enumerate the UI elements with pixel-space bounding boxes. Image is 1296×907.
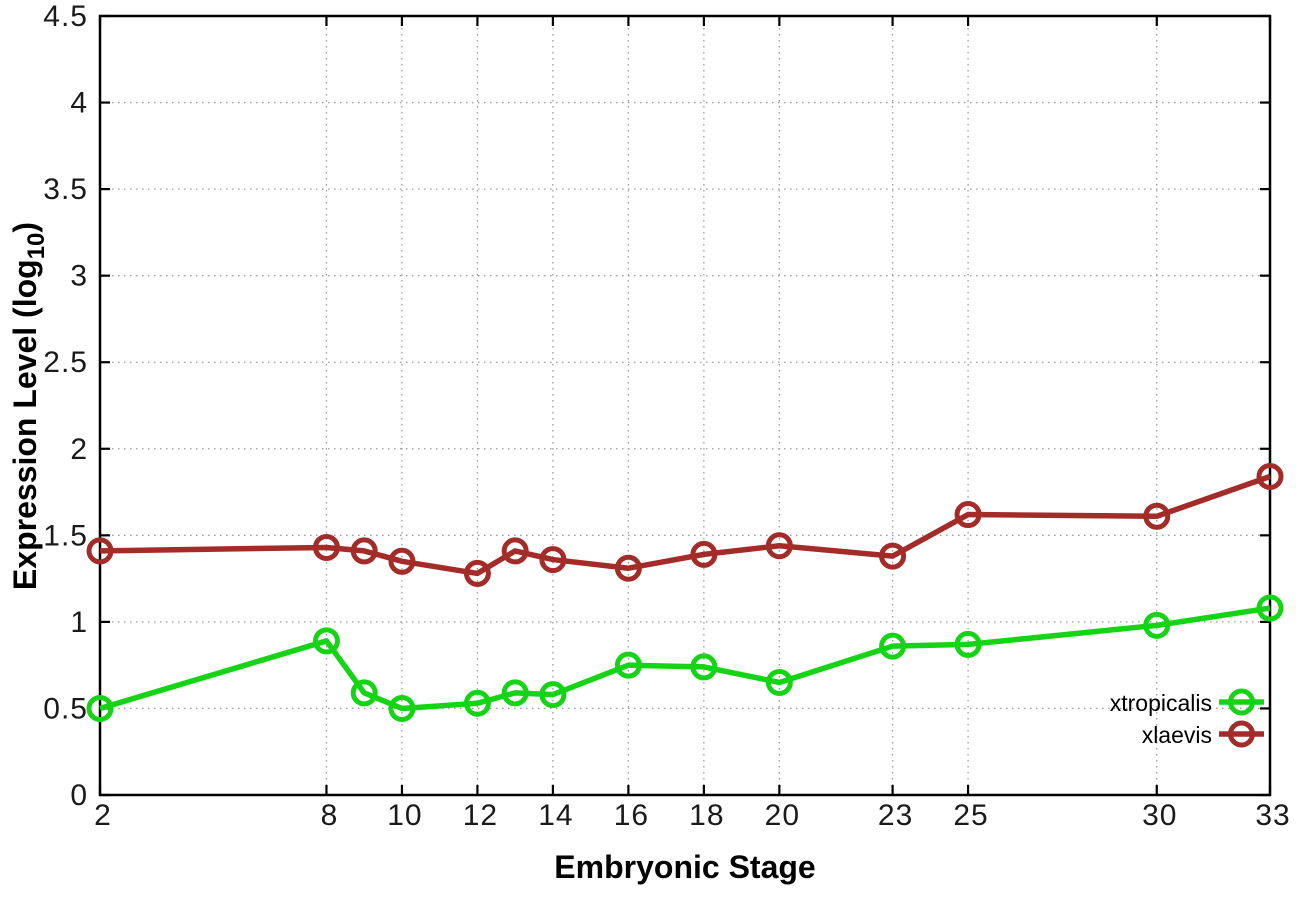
data-point-xtropicalis (1256, 594, 1284, 622)
data-point-xtropicalis (388, 694, 416, 722)
data-point-xtropicalis (350, 679, 378, 707)
x-tick-label: 12 (463, 799, 498, 832)
data-point-xtropicalis (765, 668, 793, 696)
data-point-xtropicalis (539, 681, 567, 709)
y-tick-label: 0.5 (43, 692, 88, 725)
y-tick-label: 2 (70, 433, 88, 466)
series-line-xlaevis (99, 473, 1271, 577)
data-point-xlaevis (954, 501, 982, 529)
y-tick-label: 1.5 (43, 519, 88, 552)
legend-layer: xtropicalis xlaevis (1110, 688, 1264, 748)
data-point-xlaevis (312, 533, 340, 561)
x-tick-label: 18 (689, 799, 724, 832)
tick-layer: 2 8 10 12 14 16 18 20 23 25 30 33 0 0.5 1 1.5 2 2.5 3 3.5 4 4… (43, 0, 1290, 832)
x-tick-label: 25 (953, 799, 988, 832)
data-point-xlaevis (1256, 462, 1284, 490)
data-point-xlaevis (539, 546, 567, 574)
plot-border (98, 14, 1272, 797)
y-tick-label: 4.5 (43, 0, 88, 33)
data-point-xtropicalis (86, 694, 114, 722)
grid-layer (99, 15, 1271, 796)
data-point-xlaevis (765, 532, 793, 560)
data-point-xtropicalis (879, 632, 907, 660)
y-tick-label: 4 (70, 87, 88, 120)
data-point-xlaevis (614, 554, 642, 582)
y-tick-label: 0 (70, 779, 88, 812)
data-point-xlaevis (879, 542, 907, 570)
plot-border-layer (98, 14, 1272, 797)
y-tick-label: 2.5 (43, 346, 88, 379)
series-layer (86, 462, 1284, 722)
y-tick-label: 3.5 (43, 173, 88, 206)
data-point-xlaevis (86, 537, 114, 565)
data-point-xtropicalis (614, 651, 642, 679)
legend-marker-xlaevis (1228, 720, 1255, 748)
data-point-xtropicalis (1143, 611, 1171, 639)
data-point-xlaevis (463, 559, 491, 587)
y-tick-label: 3 (70, 260, 88, 293)
data-point-xtropicalis (501, 679, 529, 707)
x-tick-label: 16 (614, 799, 649, 832)
x-tick-label: 23 (878, 799, 913, 832)
y-axis-title: Expression Level (log10) (7, 222, 50, 590)
data-point-xlaevis (690, 540, 718, 568)
legend-marker-xtropicalis (1228, 688, 1255, 716)
legend-label-xlaevis: xlaevis (1142, 722, 1212, 748)
series-line-xtropicalis (99, 605, 1271, 712)
y-tick-label: 1 (70, 606, 88, 639)
x-tick-label: 33 (1255, 799, 1290, 832)
data-point-xtropicalis (690, 653, 718, 681)
x-tick-label: 8 (321, 799, 339, 832)
data-point-xlaevis (388, 547, 416, 575)
x-axis-title: Embryonic Stage (554, 849, 815, 885)
data-point-xtropicalis (463, 689, 491, 717)
x-tick-label: 30 (1142, 799, 1177, 832)
data-point-xlaevis (1143, 502, 1171, 530)
x-tick-label: 20 (765, 799, 800, 832)
x-tick-label: 2 (94, 799, 112, 832)
data-point-xlaevis (501, 537, 529, 565)
data-point-xtropicalis (954, 630, 982, 658)
legend-label-xtropicalis: xtropicalis (1110, 690, 1212, 716)
x-tick-label: 14 (538, 799, 573, 832)
data-point-xtropicalis (312, 627, 340, 655)
data-point-xlaevis (350, 537, 378, 565)
x-tick-label: 10 (387, 799, 422, 832)
